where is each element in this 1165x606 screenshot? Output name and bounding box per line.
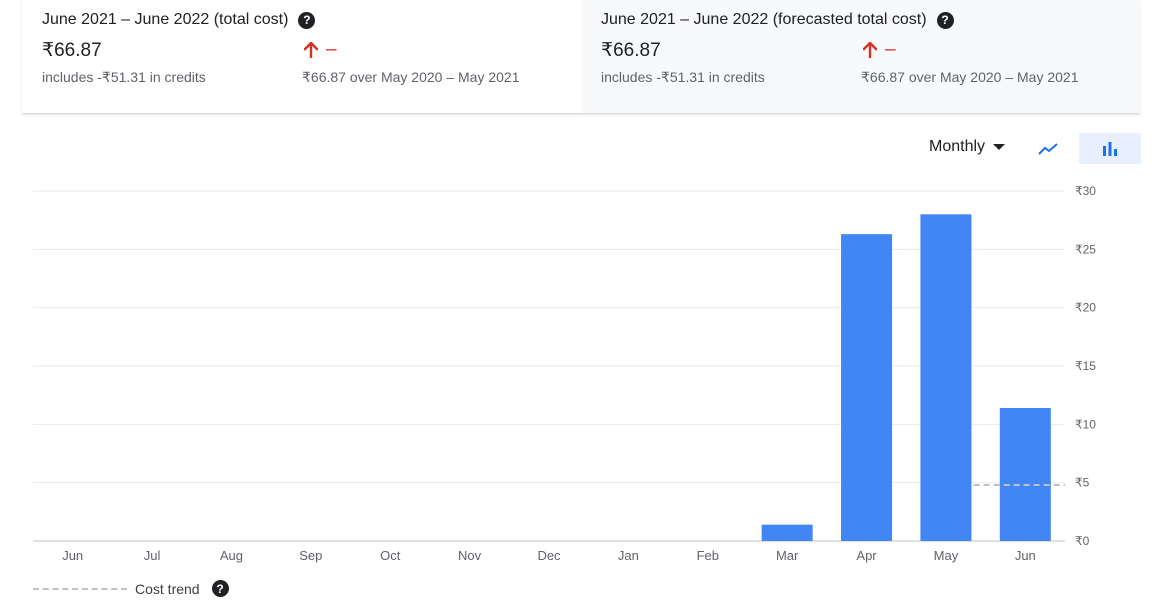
forecast-cost-amount: ₹66.87	[601, 40, 661, 61]
cost-trend-legend-label: Cost trend	[135, 580, 200, 597]
forecast-cost-title-row: June 2021 – June 2022 (forecasted total …	[601, 11, 954, 29]
x-tick-label: Aug	[220, 548, 243, 563]
total-cost-title-row: June 2021 – June 2022 (total cost) ?	[42, 11, 316, 29]
forecast-cost-title: June 2021 – June 2022 (forecasted total …	[601, 11, 927, 28]
total-cost-amount: ₹66.87	[42, 40, 102, 61]
period-dropdown-label: Monthly	[929, 138, 986, 155]
x-tick-label: Feb	[697, 548, 719, 563]
y-tick-label: ₹25	[1075, 242, 1096, 256]
help-icon[interactable]: ?	[936, 11, 954, 29]
x-tick-label: Jun	[1015, 548, 1036, 563]
total-cost-card: June 2021 – June 2022 (total cost) ? ₹66…	[22, 0, 581, 113]
bar	[841, 234, 893, 541]
cost-bar-chart: ₹0 ₹5 ₹10 ₹15 ₹20 ₹25 ₹30 Jun Jul Aug Sep Oct Nov Dec…	[33, 184, 1096, 563]
x-tick-label: Jan	[618, 548, 639, 563]
forecast-cost-comparison: ₹66.87 over May 2020 – May 2021	[861, 69, 1079, 85]
x-tick-label: Nov	[458, 548, 482, 563]
bar	[999, 408, 1051, 541]
bar	[761, 524, 813, 541]
line-chart-icon	[1038, 142, 1058, 155]
line-chart-view-button[interactable]	[1030, 133, 1066, 164]
chart-controls: Monthly	[0, 133, 1165, 165]
period-dropdown[interactable]: Monthly	[929, 138, 1006, 156]
total-cost-trend-value: –	[326, 39, 337, 60]
y-tick-label: ₹0	[1075, 534, 1090, 548]
cost-trend-legend-swatch	[33, 587, 127, 590]
x-tick-label: Jul	[144, 548, 161, 563]
cost-summary: June 2021 – June 2022 (total cost) ? ₹66…	[22, 0, 1140, 114]
bar	[920, 214, 972, 542]
help-icon[interactable]: ?	[298, 11, 316, 29]
help-icon[interactable]: ?	[211, 580, 229, 597]
x-tick-label: Jun	[62, 548, 83, 563]
y-tick-label: ₹30	[1075, 184, 1096, 198]
arrow-up-icon	[863, 42, 877, 58]
total-cost-title: June 2021 – June 2022 (total cost)	[42, 11, 289, 28]
chart-legend: Cost trend ?	[33, 580, 229, 597]
total-cost-trend: –	[304, 39, 337, 61]
y-tick-label: ₹15	[1075, 359, 1096, 373]
forecast-cost-card: June 2021 – June 2022 (forecasted total …	[581, 0, 1140, 113]
x-tick-label: Sep	[299, 548, 322, 563]
bar-chart-icon	[1103, 141, 1117, 156]
x-tick-label: Mar	[776, 548, 799, 563]
forecast-cost-credits: includes -₹51.31 in credits	[601, 69, 765, 85]
forecast-cost-trend-value: –	[885, 39, 896, 60]
arrow-up-icon	[304, 42, 318, 58]
y-tick-label: ₹10	[1075, 417, 1096, 431]
x-tick-label: Apr	[856, 548, 877, 563]
forecast-cost-trend: –	[863, 39, 896, 61]
caret-down-icon	[993, 144, 1006, 150]
total-cost-comparison: ₹66.87 over May 2020 – May 2021	[302, 69, 520, 85]
x-tick-label: Dec	[537, 548, 561, 563]
x-tick-label: May	[934, 548, 959, 563]
y-tick-label: ₹20	[1075, 301, 1096, 315]
total-cost-credits: includes -₹51.31 in credits	[42, 69, 206, 85]
x-tick-label: Oct	[380, 548, 401, 563]
y-tick-label: ₹5	[1075, 476, 1090, 490]
bar-chart-view-button[interactable]	[1079, 133, 1141, 164]
